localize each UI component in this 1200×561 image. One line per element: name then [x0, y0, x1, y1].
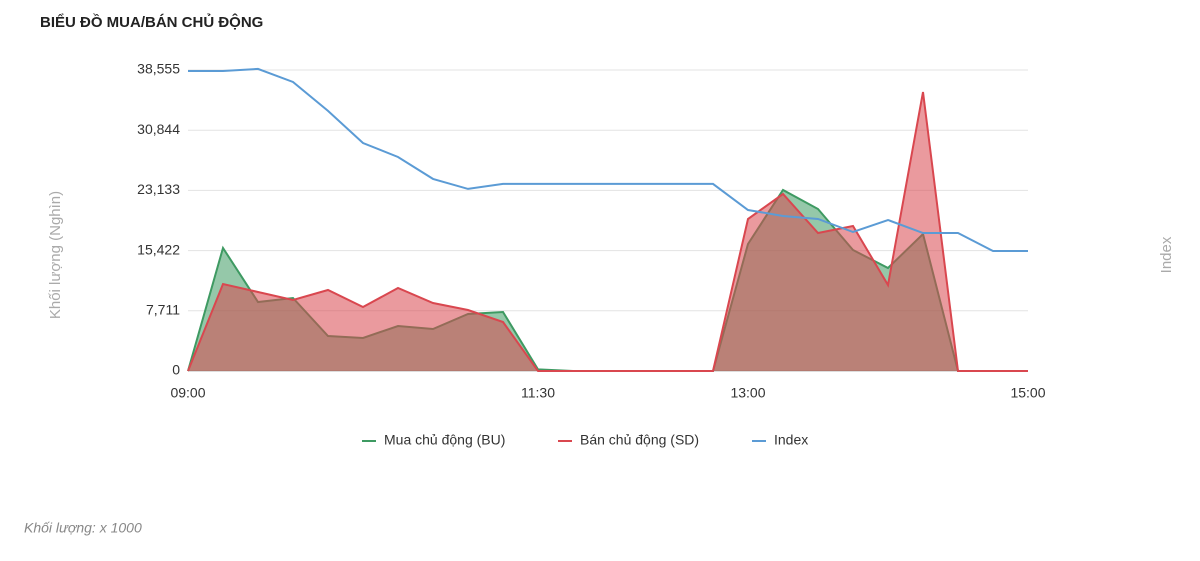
x-tick-label: 11:30	[521, 385, 555, 401]
x-tick-label: 15:00	[1010, 385, 1045, 401]
y2-axis-title: Index	[1158, 236, 1175, 273]
y-tick-label: 15,422	[137, 241, 180, 257]
x-tick-label: 13:00	[730, 385, 765, 401]
line	[188, 67, 1028, 252]
y-tick-label: 7,711	[146, 302, 180, 318]
area	[188, 92, 1028, 371]
y-tick-label: 38,555	[137, 61, 180, 77]
x-tick-label: 09:00	[170, 385, 205, 401]
y-axis-title: Khối lượng (Nghìn)	[47, 191, 64, 319]
y-tick-label: 23,133	[137, 181, 180, 197]
legend-label: Mua chủ động (BU)	[384, 432, 505, 448]
legend-label: Bán chủ động (SD)	[580, 432, 699, 448]
y-tick-label: 0	[172, 362, 180, 378]
line	[187, 91, 1028, 372]
y-tick-label: 30,844	[137, 121, 180, 137]
chart-title: BIỂU ĐỒ MUA/BÁN CHỦ ĐỘNG	[40, 13, 263, 31]
footnote: Khối lượng: x 1000	[24, 520, 142, 536]
legend-label: Index	[774, 432, 808, 448]
